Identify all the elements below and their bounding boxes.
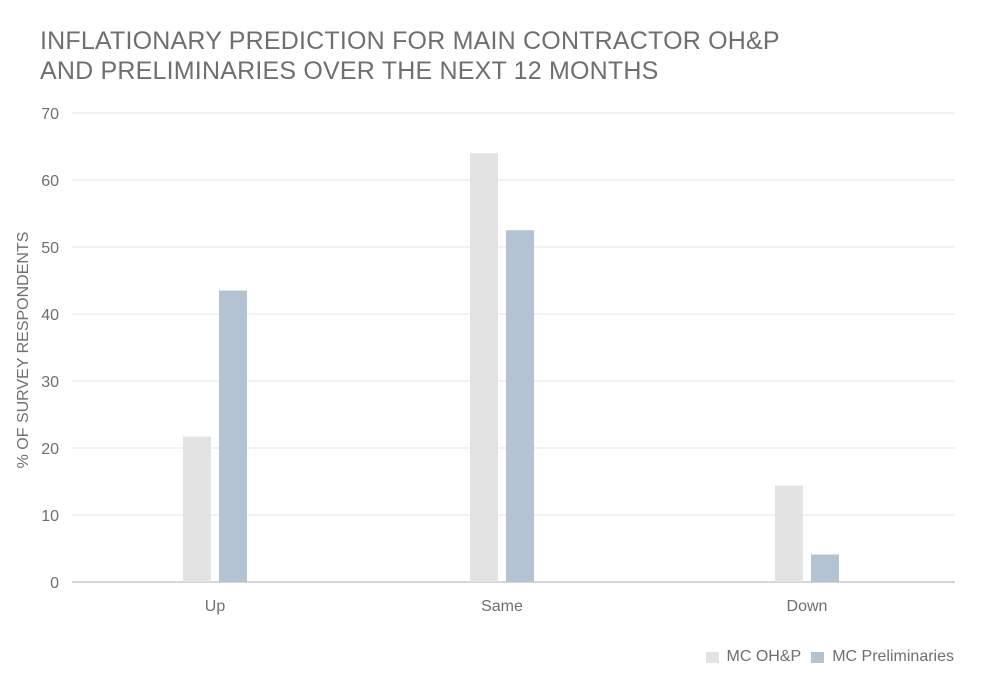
y-tick-label: 60 (41, 173, 59, 190)
legend-label: MC Preliminaries (832, 648, 954, 665)
y-tick-label: 40 (41, 307, 59, 324)
legend-item-mc-preliminaries: MC Preliminaries (811, 648, 954, 666)
chart-title: INFLATIONARY PREDICTION FOR MAIN CONTRAC… (40, 26, 780, 86)
chart-title-line-2: AND PRELIMINARIES OVER THE NEXT 12 MONTH… (40, 57, 659, 85)
bars (183, 153, 839, 582)
legend-swatch (705, 651, 719, 663)
legend: MC OH&P MC Preliminaries (705, 648, 954, 666)
bar-mc-oh-p-same (470, 153, 498, 582)
legend-swatch (811, 651, 825, 663)
x-tick-label: Up (205, 598, 226, 615)
x-tick-label: Down (787, 598, 828, 615)
legend-label: MC OH&P (726, 648, 802, 665)
chart-title-line-1: INFLATIONARY PREDICTION FOR MAIN CONTRAC… (40, 27, 780, 55)
bar-mc-oh-p-down (775, 485, 803, 582)
y-tick-label: 50 (41, 240, 59, 257)
bar-mc-oh-p-up (183, 436, 211, 582)
y-axis-ticks: 0 10 20 30 40 50 60 70 (41, 106, 59, 592)
legend-item-mc-ohp: MC OH&P (705, 648, 802, 666)
y-tick-label: 10 (41, 508, 59, 525)
y-tick-label: 30 (41, 374, 59, 391)
bar-mc-preliminaries-down (811, 554, 839, 582)
y-tick-label: 70 (41, 106, 59, 123)
x-tick-label: Same (481, 598, 523, 615)
y-tick-label: 20 (41, 441, 59, 458)
bar-mc-preliminaries-same (506, 230, 534, 582)
y-tick-label: 0 (50, 575, 59, 592)
bar-mc-preliminaries-up (219, 290, 247, 582)
bar-chart: 0 10 20 30 40 50 60 70 Up Same Down % OF SURVEY R… (15, 106, 955, 615)
y-axis-title: % OF SURVEY RESPONDENTS (15, 232, 32, 469)
x-axis-ticks: Up Same Down (205, 598, 828, 615)
